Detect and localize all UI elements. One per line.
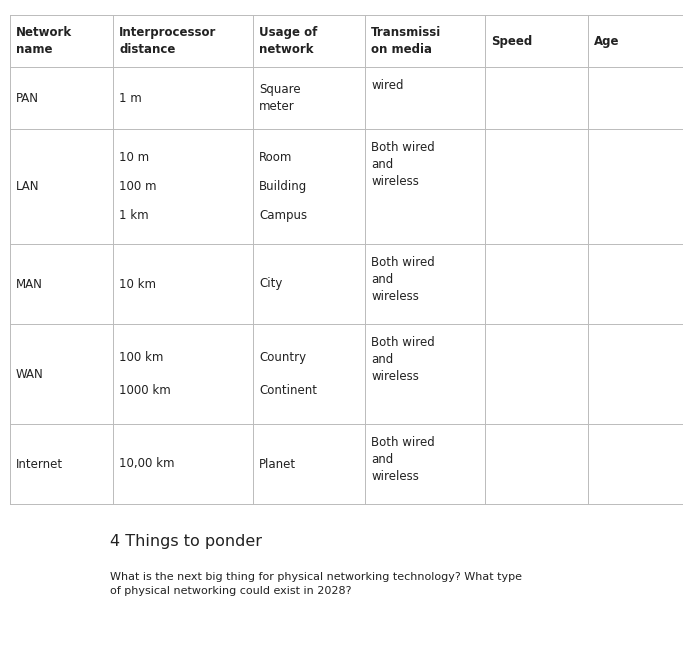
Text: 100 m: 100 m	[119, 180, 156, 193]
Text: 10 m: 10 m	[119, 151, 149, 164]
Text: LAN: LAN	[16, 180, 40, 193]
Text: Room: Room	[259, 151, 292, 164]
Text: Age: Age	[594, 35, 619, 48]
Text: 1000 km: 1000 km	[119, 384, 171, 397]
Text: Internet: Internet	[16, 458, 63, 471]
Text: What is the next big thing for physical networking technology? What type
of phys: What is the next big thing for physical …	[110, 572, 522, 596]
Text: City: City	[259, 277, 282, 290]
Text: 10 km: 10 km	[119, 277, 156, 290]
Text: WAN: WAN	[16, 368, 44, 380]
Text: Continent: Continent	[259, 384, 317, 397]
Text: 1 m: 1 m	[119, 92, 142, 105]
Text: Country: Country	[259, 351, 306, 364]
Text: Usage of
network: Usage of network	[259, 26, 318, 56]
Text: Building: Building	[259, 180, 307, 193]
Text: Both wired
and
wireless: Both wired and wireless	[371, 336, 435, 383]
Text: Both wired
and
wireless: Both wired and wireless	[371, 256, 435, 303]
Text: Interprocessor
distance: Interprocessor distance	[119, 26, 217, 56]
Text: Both wired
and
wireless: Both wired and wireless	[371, 141, 435, 188]
Text: Square
meter: Square meter	[259, 83, 301, 113]
Text: Campus: Campus	[259, 209, 307, 222]
Text: Network
name: Network name	[16, 26, 72, 56]
Text: 1 km: 1 km	[119, 209, 149, 222]
Text: Transmissi
on media: Transmissi on media	[371, 26, 441, 56]
Text: 4 Things to ponder: 4 Things to ponder	[110, 534, 262, 549]
Text: Both wired
and
wireless: Both wired and wireless	[371, 436, 435, 483]
Text: Planet: Planet	[259, 458, 296, 471]
Text: wired: wired	[371, 79, 404, 92]
Text: Speed: Speed	[491, 35, 532, 48]
Text: PAN: PAN	[16, 92, 39, 105]
Text: MAN: MAN	[16, 277, 43, 290]
Text: 10,00 km: 10,00 km	[119, 458, 174, 471]
Text: 100 km: 100 km	[119, 351, 163, 364]
